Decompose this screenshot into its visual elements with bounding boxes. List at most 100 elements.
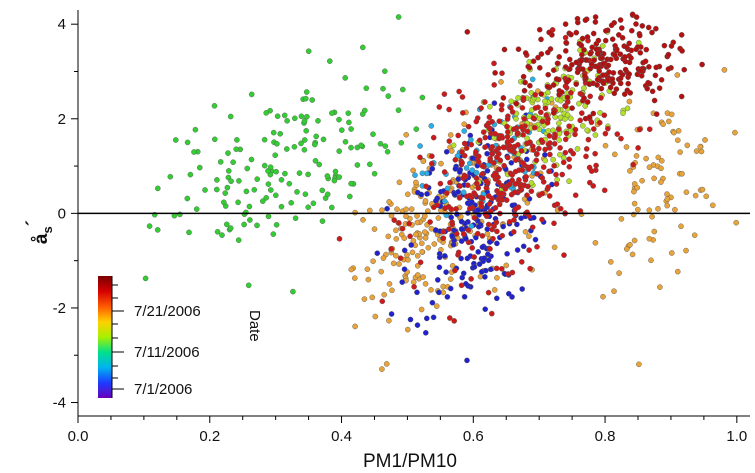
data-point bbox=[613, 47, 620, 54]
data-point bbox=[468, 276, 474, 282]
data-point bbox=[564, 79, 570, 85]
data-point bbox=[545, 128, 552, 134]
data-point bbox=[447, 179, 453, 186]
data-point bbox=[369, 294, 376, 301]
data-point bbox=[494, 228, 500, 235]
data-point bbox=[393, 252, 399, 259]
data-point bbox=[399, 279, 406, 285]
data-point bbox=[177, 211, 183, 218]
data-point bbox=[581, 85, 587, 91]
data-point bbox=[703, 193, 710, 200]
data-point bbox=[243, 188, 250, 195]
data-point bbox=[534, 243, 540, 250]
data-point bbox=[482, 306, 489, 313]
data-point bbox=[154, 227, 161, 233]
data-point bbox=[627, 90, 634, 96]
data-point bbox=[484, 179, 491, 186]
data-point bbox=[184, 195, 191, 202]
data-point bbox=[443, 190, 450, 196]
data-point bbox=[448, 214, 455, 221]
data-point bbox=[326, 58, 333, 64]
data-point bbox=[348, 144, 354, 151]
data-point bbox=[401, 247, 408, 254]
data-point bbox=[683, 189, 690, 195]
data-point bbox=[660, 121, 666, 127]
data-point bbox=[418, 306, 425, 313]
data-point bbox=[665, 66, 672, 72]
data-point bbox=[522, 228, 529, 235]
data-point bbox=[581, 47, 587, 53]
data-point bbox=[454, 211, 460, 217]
data-point bbox=[487, 246, 493, 252]
data-point bbox=[482, 144, 488, 150]
data-point bbox=[463, 173, 469, 180]
data-point bbox=[227, 225, 234, 231]
data-point bbox=[657, 284, 663, 290]
data-point bbox=[563, 39, 569, 46]
data-point bbox=[481, 255, 488, 262]
y-axis-title-prime: ´ bbox=[24, 220, 45, 226]
data-point bbox=[348, 126, 354, 132]
data-point bbox=[573, 59, 580, 66]
data-point bbox=[517, 183, 524, 189]
data-point bbox=[381, 291, 388, 298]
data-point bbox=[272, 152, 279, 158]
data-point bbox=[567, 66, 573, 72]
data-point bbox=[370, 258, 376, 265]
data-point bbox=[557, 145, 563, 151]
data-point bbox=[414, 272, 421, 278]
data-point bbox=[429, 153, 435, 159]
data-point bbox=[395, 14, 402, 20]
data-point bbox=[331, 177, 338, 184]
x-tick-label: 0.0 bbox=[68, 428, 89, 445]
data-point bbox=[278, 176, 285, 183]
data-point bbox=[653, 64, 660, 71]
y-tick-label: 2 bbox=[58, 111, 66, 128]
data-point bbox=[503, 262, 510, 269]
data-point bbox=[217, 159, 224, 165]
data-point bbox=[564, 112, 571, 118]
data-point bbox=[213, 186, 220, 193]
data-point bbox=[508, 137, 515, 144]
data-point bbox=[627, 241, 633, 248]
data-point bbox=[678, 223, 684, 230]
data-point bbox=[167, 173, 174, 180]
y-axis-title-sub: s bbox=[40, 226, 55, 233]
data-point bbox=[461, 293, 468, 300]
data-point bbox=[487, 103, 493, 110]
data-point bbox=[626, 40, 633, 47]
data-point bbox=[498, 106, 505, 113]
data-point bbox=[643, 155, 649, 162]
data-point bbox=[626, 98, 633, 105]
data-point bbox=[510, 229, 517, 235]
data-point bbox=[612, 151, 618, 158]
data-point bbox=[666, 118, 672, 125]
data-point bbox=[684, 142, 691, 149]
data-point bbox=[566, 156, 572, 162]
data-point bbox=[580, 66, 586, 72]
y-tick-label: -4 bbox=[53, 395, 66, 412]
data-point bbox=[499, 70, 505, 76]
data-point bbox=[361, 296, 368, 302]
colorbar-title: Date bbox=[246, 310, 263, 342]
data-point bbox=[507, 181, 513, 187]
data-point bbox=[329, 110, 335, 116]
data-point bbox=[702, 137, 708, 143]
data-point bbox=[633, 21, 639, 27]
data-point bbox=[592, 150, 598, 157]
data-point bbox=[282, 170, 288, 177]
data-point bbox=[225, 168, 232, 174]
data-point bbox=[248, 156, 255, 163]
data-point bbox=[489, 151, 496, 157]
data-point bbox=[492, 70, 498, 76]
data-point bbox=[466, 160, 473, 167]
data-point bbox=[611, 288, 617, 295]
data-point bbox=[366, 161, 373, 168]
data-point bbox=[336, 148, 343, 154]
data-point bbox=[693, 148, 700, 154]
data-point bbox=[499, 134, 506, 141]
data-point bbox=[398, 139, 405, 146]
data-point bbox=[463, 165, 470, 171]
data-point bbox=[316, 161, 323, 168]
data-point bbox=[574, 146, 581, 152]
